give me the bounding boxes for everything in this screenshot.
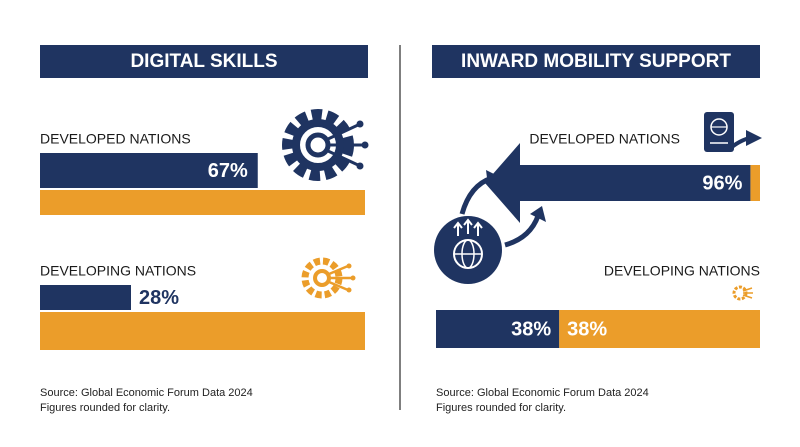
value-label: 96% [702,172,742,194]
footnote: Figures rounded for clarity. [436,402,566,414]
value-label: 28% [139,287,179,309]
passport-icon [704,112,762,152]
category-label: DEVELOPED NATIONS [40,131,191,147]
annotation: 38% [567,318,607,340]
panel-title: DIGITAL SKILLS [130,51,277,72]
bar-track [40,312,365,350]
bar [40,153,258,188]
header-bar [432,45,760,78]
value-label: 67% [208,160,248,182]
category-label: DEVELOPED NATIONS [529,131,680,147]
value-label: 38% [511,318,551,340]
bar-track [40,190,365,215]
bar [520,165,751,201]
source-note: Source: Global Economic Forum Data 2024 [40,387,253,399]
bar-track [750,165,760,201]
panel-title: INWARD MOBILITY SUPPORT [461,51,731,72]
header-bar [40,45,368,78]
category-label: DEVELOPING NATIONS [40,263,196,279]
bar [40,285,131,310]
bar-track [559,310,760,348]
arrow-head [485,143,520,223]
bar [436,310,560,348]
gear-icon [732,285,753,301]
source-note: Source: Global Economic Forum Data 2024 [436,387,649,399]
gear-icon [301,257,356,299]
category-label: DEVELOPING NATIONS [604,263,760,279]
footnote: Figures rounded for clarity. [40,402,170,414]
gear-icon [282,109,369,181]
